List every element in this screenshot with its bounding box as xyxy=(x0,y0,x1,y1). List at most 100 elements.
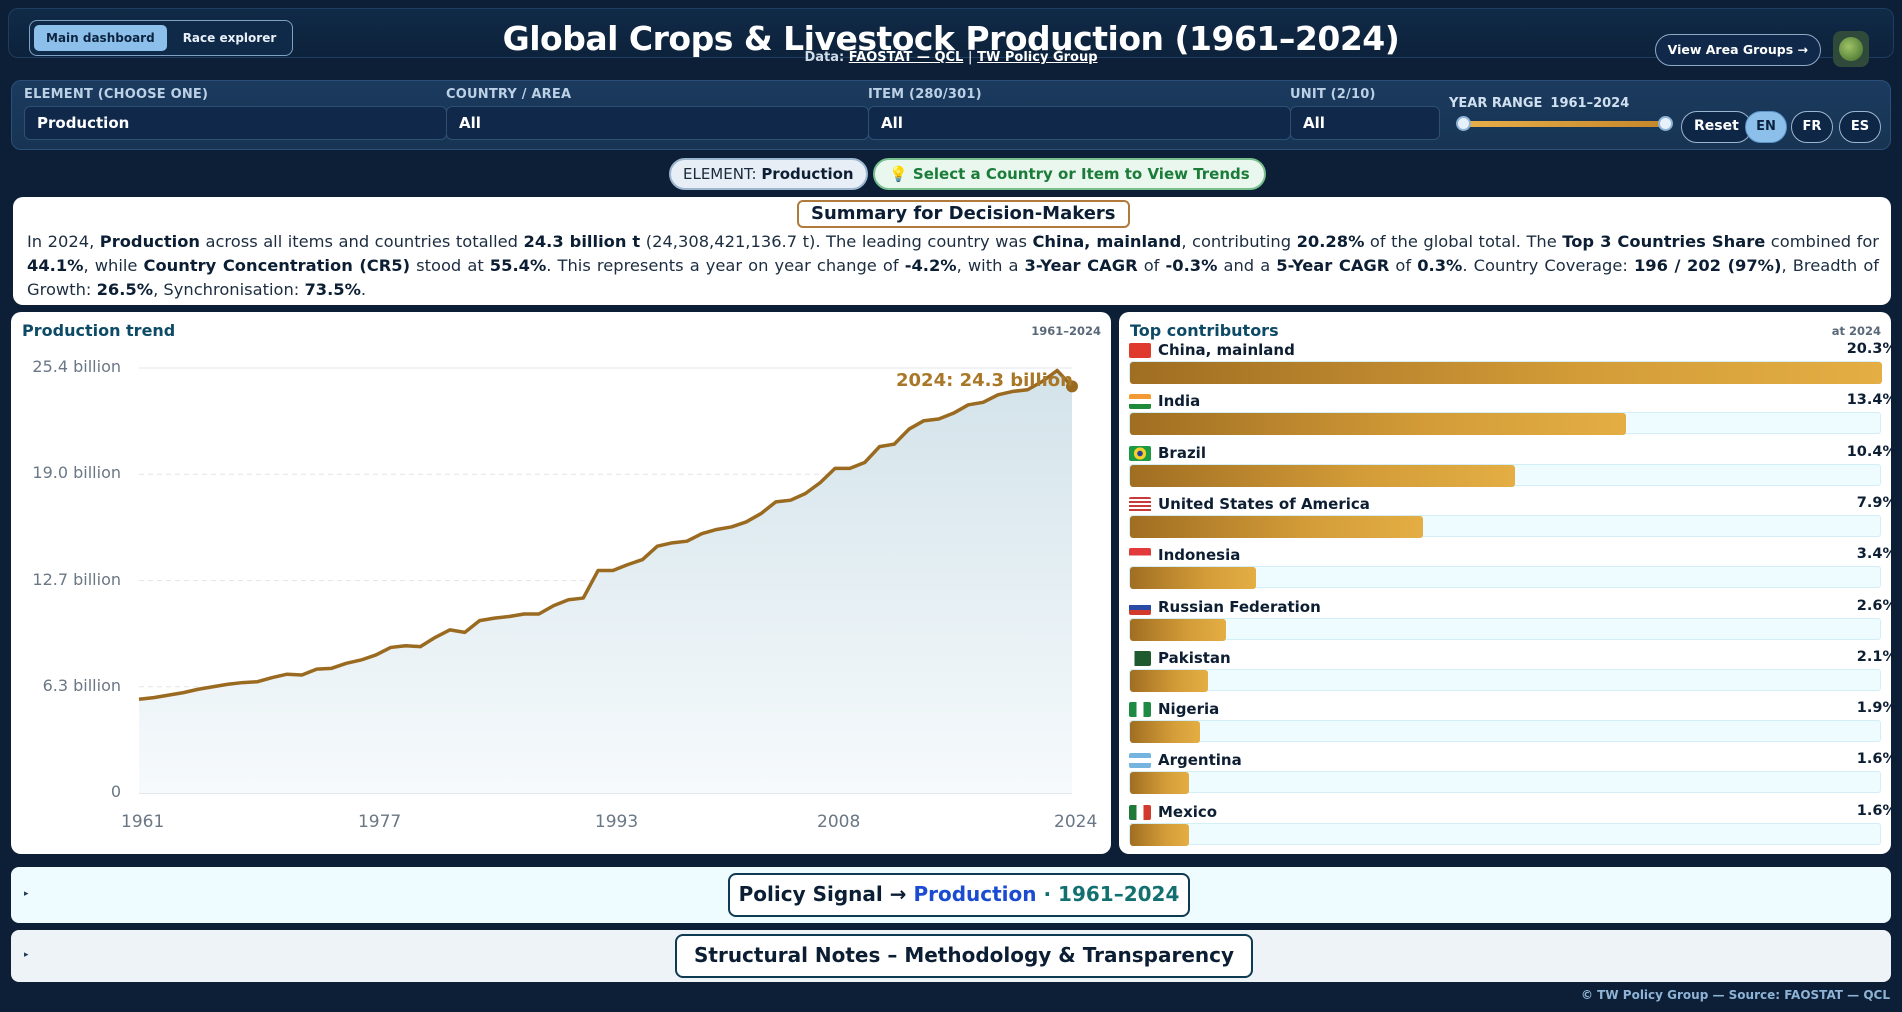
contributor-bar-track xyxy=(1129,463,1881,487)
element-filter-label: ELEMENT (CHOOSE ONE) xyxy=(24,87,209,102)
contributor-row[interactable]: China, mainland 20.3% xyxy=(1129,341,1897,393)
select-hint-chip: 💡 Select a Country or Item to View Trend… xyxy=(873,158,1266,190)
contributor-row[interactable]: Nigeria 1.9% xyxy=(1129,700,1897,752)
element-chip-prefix: ELEMENT: xyxy=(683,165,757,183)
trend-chart xyxy=(138,367,1078,794)
contributor-share: 2.6% xyxy=(1856,597,1897,614)
structural-notes-heading[interactable]: Structural Notes – Methodology & Transpa… xyxy=(675,934,1253,978)
y-tick-label: 0 xyxy=(110,782,121,801)
br-flag-icon xyxy=(1129,445,1151,461)
contributor-share: 7.9% xyxy=(1856,494,1897,511)
contributor-row[interactable]: India 13.4% xyxy=(1129,392,1897,444)
trend-card: Production trend 1961–2024 0 6.3 billion 1… xyxy=(11,312,1111,854)
contributor-bar xyxy=(1130,823,1190,846)
contributor-bar-track xyxy=(1129,668,1881,692)
x-tick-label: 1961 xyxy=(121,812,165,832)
element-chip: ELEMENT: Production xyxy=(669,158,868,190)
footer-credit: © TW Policy Group — Source: FAOSTAT — QC… xyxy=(1581,988,1890,1002)
view-toggle: Main dashboard Race explorer xyxy=(29,20,294,56)
reset-button[interactable]: Reset xyxy=(1681,111,1752,143)
tw-policy-link[interactable]: TW Policy Group xyxy=(977,50,1098,65)
contributor-bar-track xyxy=(1129,361,1882,384)
lang-en-button[interactable]: EN xyxy=(1745,111,1787,143)
contributor-row[interactable]: Argentina 1.6% xyxy=(1129,751,1897,803)
faostat-link[interactable]: FAOSTAT — QCL xyxy=(848,50,964,65)
trend-end-label: 2024: 24.3 billion xyxy=(896,370,1073,392)
y-tick-label: 25.4 billion xyxy=(32,357,121,376)
country-select[interactable]: All xyxy=(446,106,869,140)
contributor-bar xyxy=(1130,567,1256,590)
ar-flag-icon xyxy=(1129,753,1151,769)
contributor-share: 1.9% xyxy=(1856,700,1897,717)
contributor-bar xyxy=(1130,413,1627,436)
trend-range: 1961–2024 xyxy=(1031,324,1101,338)
contributor-row[interactable]: United States of America 7.9% xyxy=(1129,495,1897,547)
year-end-handle[interactable] xyxy=(1658,116,1673,131)
contributor-bar xyxy=(1130,515,1423,538)
contributor-name: India xyxy=(1158,392,1201,411)
unit-filter-label: UNIT (2/10) xyxy=(1290,87,1376,102)
ru-flag-icon xyxy=(1129,599,1151,615)
trend-end-point[interactable] xyxy=(1066,380,1078,393)
summary-title: Summary for Decision-Makers xyxy=(797,200,1130,228)
policy-suffix: · 1961–2024 xyxy=(1043,882,1180,906)
contributor-row[interactable]: Russian Federation 2.6% xyxy=(1129,598,1897,650)
year-range-label: YEAR RANGE 1961–2024 xyxy=(1449,96,1629,111)
policy-element: Production xyxy=(913,882,1037,906)
view-area-groups-button[interactable]: View Area Groups → xyxy=(1654,34,1821,66)
trend-title: Production trend xyxy=(22,321,176,340)
mx-flag-icon xyxy=(1129,804,1151,820)
filter-bar: ELEMENT (CHOOSE ONE) Production COUNTRY … xyxy=(11,80,1891,150)
item-filter: ITEM (280/301) All xyxy=(868,87,1291,140)
page-title: Global Crops & Livestock Production (196… xyxy=(502,19,1400,58)
year-range-title: YEAR RANGE xyxy=(1449,96,1543,111)
year-range-slider[interactable] xyxy=(1456,116,1673,131)
element-chip-value: Production xyxy=(761,165,854,183)
us-flag-icon xyxy=(1129,496,1151,512)
contributor-share: 3.4% xyxy=(1856,546,1897,563)
contributor-name: Indonesia xyxy=(1158,546,1241,565)
contributor-name: Pakistan xyxy=(1158,648,1231,667)
policy-signal-panel[interactable]: ▸ Policy Signal → Production · 1961–2024 xyxy=(11,867,1891,923)
contributor-bar-track xyxy=(1129,771,1881,795)
contributor-bar xyxy=(1130,721,1201,744)
contributor-row[interactable]: Pakistan 2.1% xyxy=(1129,649,1897,701)
logo xyxy=(1833,31,1869,67)
lang-fr-button[interactable]: FR xyxy=(1791,111,1833,143)
contributor-row[interactable]: Brazil 10.4% xyxy=(1129,444,1897,496)
contributor-share: 10.4% xyxy=(1846,443,1897,460)
contributor-share: 13.4% xyxy=(1846,392,1897,409)
expand-triangle-icon: ▸ xyxy=(24,950,29,960)
contributor-row[interactable]: Indonesia 3.4% xyxy=(1129,546,1897,598)
contributor-row[interactable]: Mexico 1.6% xyxy=(1129,803,1897,855)
lang-es-button[interactable]: ES xyxy=(1839,111,1881,143)
contributor-bar xyxy=(1130,669,1208,692)
header-bar: Main dashboard Race explorer Global Crop… xyxy=(8,8,1894,67)
expand-triangle-icon: ▸ xyxy=(24,889,29,899)
contributors-card: Top contributors at 2024 China, mainland… xyxy=(1119,312,1897,854)
race-explorer-button[interactable]: Race explorer xyxy=(182,31,277,45)
item-select[interactable]: All xyxy=(868,106,1291,140)
year-start-handle[interactable] xyxy=(1456,116,1471,131)
policy-prefix: Policy Signal → xyxy=(738,882,907,906)
contributor-name: Mexico xyxy=(1158,802,1218,821)
id-flag-icon xyxy=(1129,548,1151,564)
unit-select[interactable]: All xyxy=(1290,106,1440,140)
contributor-bar xyxy=(1130,772,1190,795)
policy-signal-heading[interactable]: Policy Signal → Production · 1961–2024 xyxy=(728,873,1190,917)
contributor-bar-track xyxy=(1129,617,1881,641)
globe-icon xyxy=(1839,37,1863,61)
contributor-share: 1.6% xyxy=(1856,802,1897,819)
element-select[interactable]: Production xyxy=(24,106,447,140)
summary-text: In 2024, Production across all items and… xyxy=(27,232,1880,299)
contributor-bar-track xyxy=(1129,720,1881,744)
contributors-at-label: at 2024 xyxy=(1831,324,1881,338)
year-range-value: 1961–2024 xyxy=(1550,96,1630,111)
data-source-line: Data: FAOSTAT — QCL | TW Policy Group xyxy=(0,50,1902,65)
y-tick-label: 12.7 billion xyxy=(32,569,121,589)
data-prefix: Data: xyxy=(804,50,845,65)
structural-notes-panel[interactable]: ▸ Structural Notes – Methodology & Trans… xyxy=(11,930,1891,982)
contributor-name: United States of America xyxy=(1158,494,1370,513)
main-dashboard-button[interactable]: Main dashboard xyxy=(34,25,167,51)
contributor-bar-track xyxy=(1129,822,1881,846)
